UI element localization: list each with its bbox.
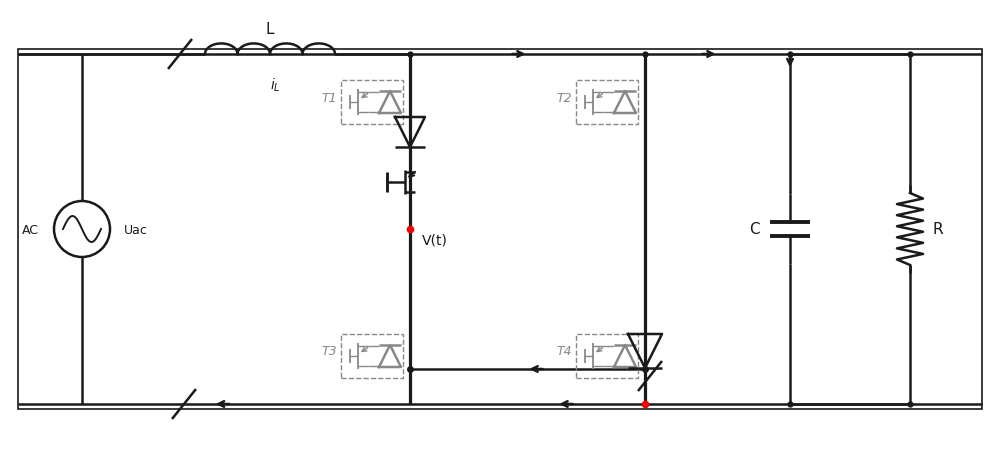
Text: T3: T3 (321, 345, 337, 358)
Text: $i_L$: $i_L$ (270, 77, 280, 94)
Bar (576, 81, 638, 125)
Text: V(t): V(t) (422, 233, 448, 246)
Text: T4: T4 (556, 345, 572, 358)
Bar (341, 81, 403, 125)
Text: L: L (266, 22, 274, 37)
Bar (576, 334, 638, 378)
Text: R: R (932, 222, 943, 237)
Bar (18, 50, 982, 409)
Text: T2: T2 (556, 91, 572, 104)
Text: Uac: Uac (124, 223, 148, 236)
Text: AC: AC (22, 223, 39, 236)
Text: C: C (749, 222, 760, 237)
Text: T1: T1 (321, 91, 337, 104)
Bar (341, 334, 403, 378)
